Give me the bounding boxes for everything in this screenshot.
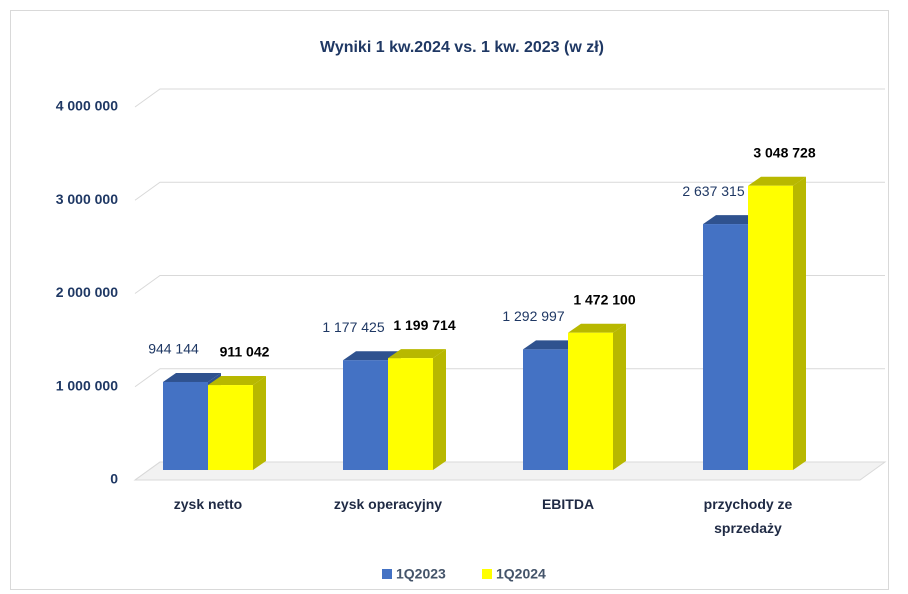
y-tick-label: 0 (110, 471, 118, 487)
bar-front (523, 349, 568, 470)
bar-front (703, 224, 748, 470)
bar-top (343, 351, 401, 361)
bar-front (163, 381, 208, 470)
y-tick-label: 3 000 000 (56, 191, 118, 207)
bar-side (433, 349, 446, 470)
x-tick-label: przychody ze sprzedaży (703, 496, 793, 536)
legend-label: 1Q2023 (396, 566, 446, 582)
x-tick-label: EBITDA (541, 496, 595, 512)
bar-front (208, 385, 253, 470)
data-label: 1 472 100 (573, 291, 635, 307)
grid-line (134, 368, 885, 388)
grid-line (134, 181, 885, 201)
data-label: 944 144 (148, 341, 199, 357)
x-tick-label: zysk netto (173, 496, 243, 512)
data-label: 3 048 728 (753, 144, 815, 160)
legend-swatch (382, 569, 392, 579)
grid-line (134, 461, 885, 481)
grid-line (134, 88, 885, 108)
bar-top (163, 372, 221, 382)
data-label: 911 042 (220, 344, 270, 360)
bar-top (568, 323, 626, 333)
bar-side (793, 176, 806, 470)
data-label: 1 177 425 (322, 319, 384, 335)
data-label: 1 292 997 (502, 308, 564, 324)
bar (568, 323, 626, 470)
bar-front (343, 360, 388, 470)
bar-front (568, 332, 613, 470)
y-tick-label: 2 000 000 (56, 284, 118, 300)
legend-label: 1Q2024 (496, 566, 546, 582)
grid-line (134, 275, 885, 294)
y-tick-label: 1 000 000 (56, 377, 118, 393)
bar (208, 376, 266, 470)
bar-front (748, 185, 793, 470)
bar-side (253, 376, 266, 470)
bar-side (613, 323, 626, 470)
data-label: 2 637 315 (682, 183, 744, 199)
bar (388, 349, 446, 470)
data-label: 1 199 714 (393, 317, 455, 333)
chart-title: Wyniki 1 kw.2024 vs. 1 kw. 2023 (w zł) (320, 39, 604, 56)
y-tick-label: 4 000 000 (56, 98, 118, 114)
bar-top (748, 176, 806, 186)
bar-front (388, 358, 433, 470)
legend-swatch (482, 569, 492, 579)
bar-top (703, 215, 761, 225)
bar-top (208, 376, 266, 386)
bar-top (388, 349, 446, 359)
bar (748, 176, 806, 470)
bar-top (523, 340, 581, 350)
x-tick-label: zysk operacyjny (333, 496, 443, 512)
